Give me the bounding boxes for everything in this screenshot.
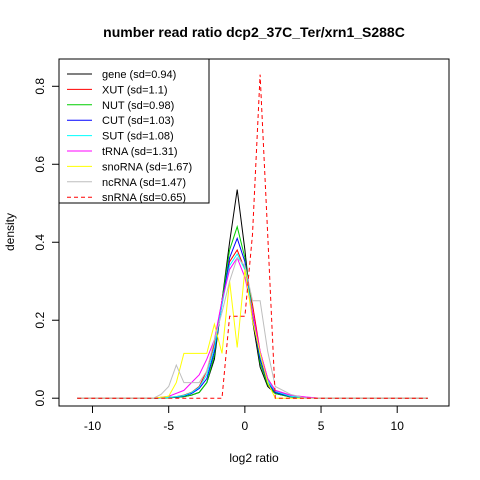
legend-label-0: gene (sd=0.94): [102, 69, 176, 81]
legend-label-1: XUT (sd=1.1): [102, 84, 168, 96]
series-line-5: [77, 256, 428, 399]
y-tick-label: 0.6: [33, 156, 47, 173]
y-axis: 0.0 0.2 0.4 0.6 0.8: [33, 78, 60, 407]
y-tick-label: 0.8: [33, 78, 47, 95]
legend: gene (sd=0.94) XUT (sd=1.1) NUT (sd=0.98) C…: [58, 58, 210, 204]
y-tick-label: 0.0: [33, 390, 47, 407]
legend-label-8: snRNA (sd=0.65): [102, 192, 186, 204]
x-tick-label: -10: [84, 419, 102, 433]
y-axis-label: density: [3, 213, 17, 251]
legend-label-6: snoRNA (sd=1.67): [102, 161, 192, 173]
series-line-4: [77, 252, 428, 399]
legend-label-5: tRNA (sd=1.31): [102, 146, 178, 158]
series-line-8: [77, 74, 428, 399]
series-line-6: [77, 269, 428, 399]
x-tick-label: -5: [163, 419, 174, 433]
series-line-7: [77, 256, 428, 399]
series-lines: [77, 74, 428, 399]
chart-title: number read ratio dcp2_37C_Ter/xrn1_S288…: [103, 24, 405, 40]
x-axis-label: log2 ratio: [229, 451, 279, 465]
x-tick-label: 5: [318, 419, 325, 433]
x-tick-label: 10: [391, 419, 405, 433]
legend-label-2: NUT (sd=0.98): [102, 100, 174, 112]
legend-box: [58, 58, 210, 204]
series-line-0: [77, 189, 428, 399]
y-tick-label: 0.4: [33, 234, 47, 251]
y-tick-label: 0.2: [33, 312, 47, 329]
x-axis: -10 -5 0 5 10: [84, 405, 405, 433]
legend-label-4: SUT (sd=1.08): [102, 131, 174, 143]
x-tick-label: 0: [242, 419, 249, 433]
legend-label-7: ncRNA (sd=1.47): [102, 177, 186, 189]
series-line-1: [77, 248, 428, 399]
legend-label-3: CUT (sd=1.03): [102, 115, 174, 127]
